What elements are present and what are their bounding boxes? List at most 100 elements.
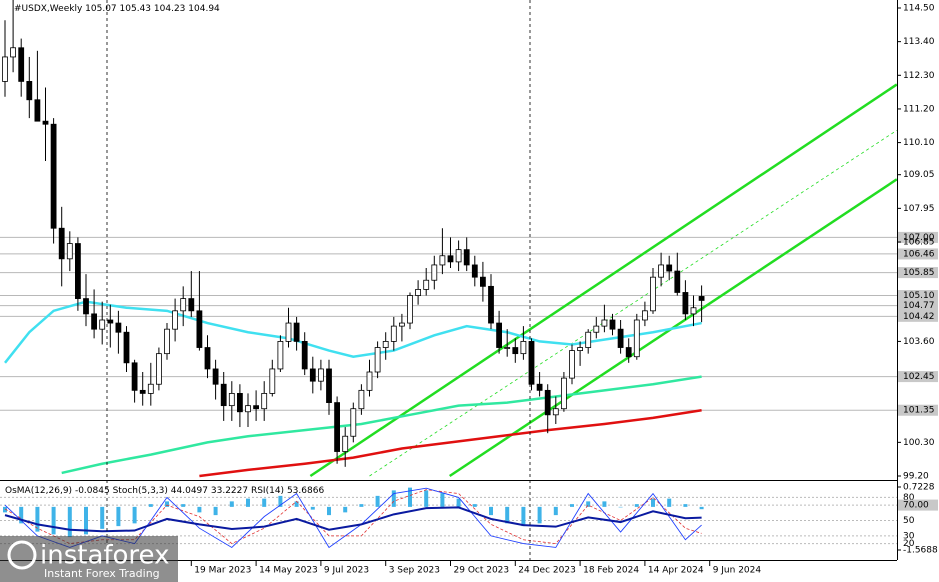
candle-body — [91, 313, 97, 330]
candle-body — [552, 408, 559, 416]
osma-bar — [424, 490, 429, 507]
level-box — [898, 371, 938, 383]
candle-body — [115, 322, 122, 333]
candle-body — [334, 402, 341, 452]
candle-body — [471, 264, 478, 278]
candle-body — [107, 319, 114, 324]
candle-body — [2, 56, 8, 82]
x-tick-label: 9 Jul 2023 — [324, 566, 369, 576]
level-label: 102.45 — [903, 372, 935, 382]
symbol: #USDX,Weekly — [14, 4, 83, 14]
candle-body — [674, 270, 681, 293]
candle-body — [544, 389, 551, 416]
candle-body — [42, 120, 49, 125]
level-box — [898, 404, 938, 416]
osma-bar — [537, 506, 542, 524]
stoch-signal-last: 33.2227 — [211, 486, 248, 496]
candle-body — [326, 368, 332, 403]
osma-bar — [391, 490, 396, 507]
candle-body — [269, 368, 276, 394]
close: 104.94 — [188, 4, 220, 14]
candle-body — [342, 435, 349, 452]
osma-bar — [570, 504, 574, 507]
candle-body — [293, 322, 300, 342]
candle-body — [123, 331, 130, 364]
level-label: 105.85 — [903, 268, 935, 278]
y-tick-label: 112.30 — [903, 71, 935, 81]
y-tick-label: 30 — [903, 531, 915, 541]
candle-body — [34, 99, 41, 122]
candle-body — [431, 264, 438, 281]
candle-body — [650, 276, 656, 312]
candle-body — [220, 383, 227, 407]
candle-body — [212, 368, 219, 385]
candle-body — [625, 347, 632, 358]
candle-body — [204, 347, 211, 370]
osma-bar — [19, 506, 24, 524]
osma-bar — [148, 504, 153, 507]
candle-body — [609, 319, 616, 330]
candle-body — [593, 325, 600, 333]
candle-body — [131, 362, 138, 391]
osma-bar — [343, 506, 348, 513]
y-tick-label: 100.30 — [903, 438, 935, 448]
candle-body — [455, 249, 462, 263]
osma-bar — [327, 506, 331, 516]
candle-body — [155, 353, 162, 385]
candle-body — [50, 123, 57, 229]
osma-bar — [699, 506, 704, 510]
osma-bar — [586, 501, 591, 507]
osma-bar — [116, 506, 121, 527]
osma-bar — [165, 501, 169, 507]
x-tick-label: 29 Oct 2023 — [454, 566, 510, 576]
candle-body — [285, 322, 292, 342]
candle-body — [188, 298, 195, 312]
osma-bar — [651, 498, 655, 507]
osma-bar — [197, 506, 202, 513]
candle-body — [666, 264, 673, 272]
level-box — [898, 267, 938, 279]
osma-bar — [456, 498, 461, 507]
y-tick-label: 50 — [903, 516, 915, 526]
osma-bar — [294, 501, 299, 507]
level-label: 107.00 — [903, 233, 935, 243]
level-box — [898, 290, 938, 302]
candle-body — [245, 405, 251, 413]
rsi-line — [4, 506, 702, 533]
candle-body — [358, 389, 365, 410]
y-tick-label: -1.5688 — [903, 546, 938, 556]
candle-body — [58, 227, 65, 260]
osma-bar — [100, 506, 105, 529]
candle-body — [682, 292, 689, 315]
osma-bar — [262, 498, 267, 507]
y-tick-label: 103.60 — [903, 337, 935, 347]
y-tick-label: 0.7228 — [903, 483, 935, 493]
candle-body — [447, 255, 454, 263]
osma-bar — [375, 495, 380, 507]
x-tick-label: 3 Sep 2023 — [389, 566, 440, 576]
candle-body — [75, 243, 81, 299]
candle-body — [585, 331, 592, 348]
candle-body — [382, 341, 389, 348]
osma-bar — [634, 504, 639, 507]
candle-body — [504, 347, 511, 349]
candle-body — [439, 255, 446, 266]
candle-body — [26, 81, 33, 101]
candle-body — [423, 279, 430, 290]
moving-average — [61, 375, 702, 475]
x-tick-label: 24 Dec 2023 — [518, 566, 576, 576]
candle-body — [658, 264, 664, 278]
y-tick-label: 111.20 — [903, 104, 935, 114]
candle-body — [577, 347, 583, 351]
x-tick-label: 14 Apr 2024 — [648, 566, 704, 576]
x-tick-label: 18 Feb 2024 — [583, 566, 639, 576]
y-tick-label: 106.85 — [903, 238, 935, 248]
candle-body — [488, 285, 494, 324]
chart-header: #USDX,Weekly 105.07 105.43 104.23 104.94 — [14, 4, 220, 14]
candle-body — [83, 298, 89, 315]
level-box — [898, 300, 938, 312]
candle-body — [301, 341, 308, 370]
y-tick-label: 114.50 — [903, 4, 935, 14]
